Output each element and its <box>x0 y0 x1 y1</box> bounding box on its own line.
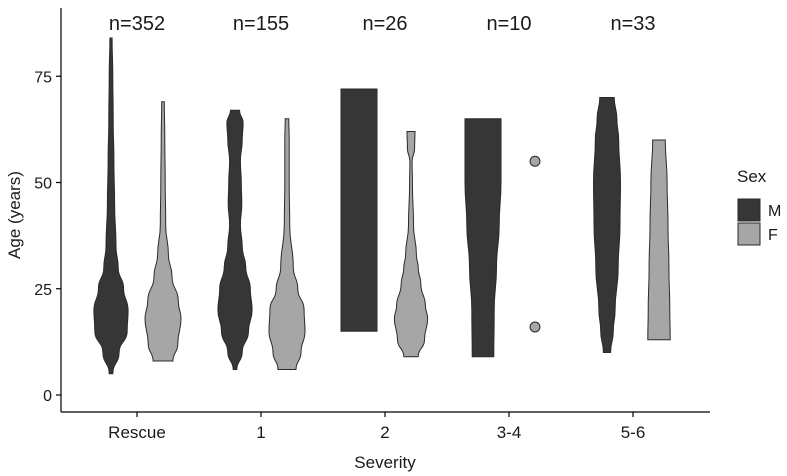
axes <box>56 8 710 417</box>
x-tick-label: Rescue <box>108 423 166 442</box>
violin-m <box>93 37 129 375</box>
violin-m <box>217 109 253 370</box>
count-label: n=33 <box>610 13 655 35</box>
y-tick-label: 75 <box>34 69 52 86</box>
y-tick-label: 50 <box>34 176 52 193</box>
count-label: n=26 <box>362 13 407 35</box>
y-axis-title: Age (years) <box>5 171 24 259</box>
count-label: n=352 <box>109 13 165 35</box>
violin-m <box>340 88 378 332</box>
legend-title: Sex <box>737 167 767 186</box>
violin-f <box>268 118 306 370</box>
legend-swatch <box>737 222 761 246</box>
violin-f <box>393 131 429 358</box>
count-label: n=155 <box>233 13 289 35</box>
x-tick-label: 2 <box>380 423 389 442</box>
legend-swatch <box>737 198 761 222</box>
point-f <box>529 321 541 333</box>
legend-label: M <box>768 203 781 220</box>
count-label: n=10 <box>486 13 531 35</box>
y-tick-label: 0 <box>43 388 52 405</box>
legend: MF <box>737 198 781 246</box>
violin-f <box>647 139 671 341</box>
x-tick-label: 3-4 <box>497 423 522 442</box>
y-tick-label: 25 <box>34 282 52 299</box>
violin-m <box>592 97 622 353</box>
violin-m <box>464 118 502 358</box>
point-f <box>529 155 541 167</box>
x-tick-label: 1 <box>256 423 265 442</box>
x-tick-label: 5-6 <box>621 423 646 442</box>
violin-f <box>144 101 182 362</box>
legend-label: F <box>768 227 778 244</box>
x-axis-title: Severity <box>354 453 416 472</box>
violins <box>93 37 671 375</box>
labels: Severity Age (years) Sex 0 25 50 75 Rescue n=… <box>5 13 767 472</box>
